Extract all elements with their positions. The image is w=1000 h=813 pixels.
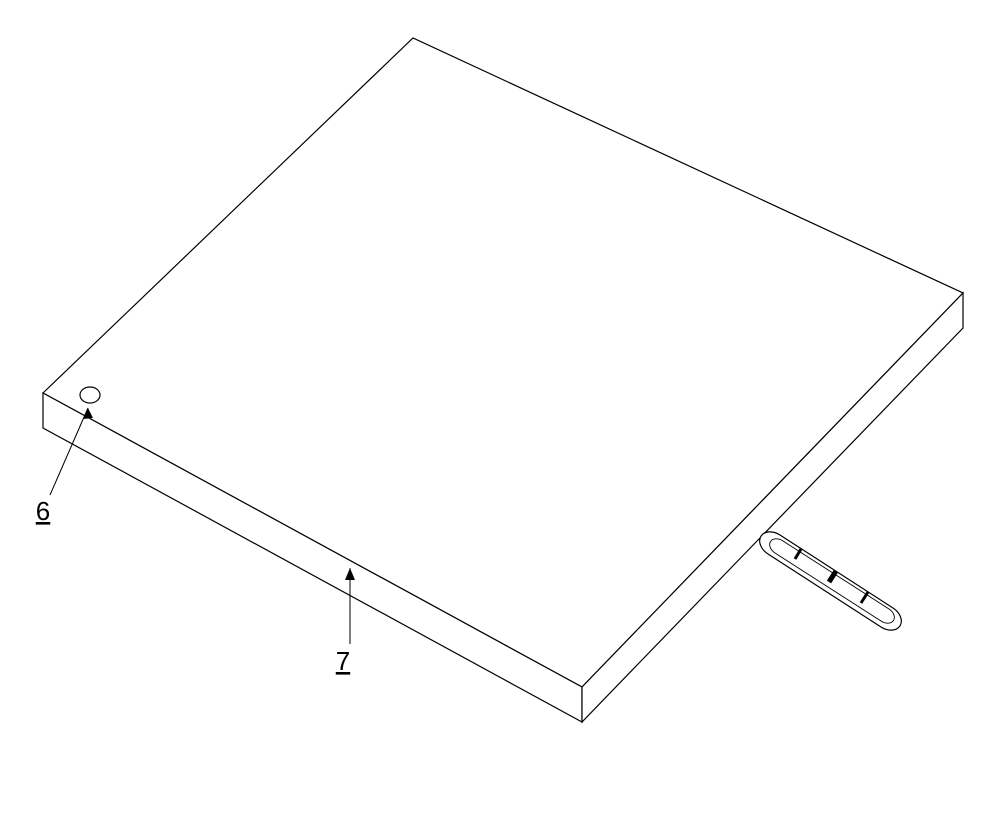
callout-7-label: 7 <box>336 646 350 676</box>
callout-6-label: 6 <box>36 496 50 526</box>
